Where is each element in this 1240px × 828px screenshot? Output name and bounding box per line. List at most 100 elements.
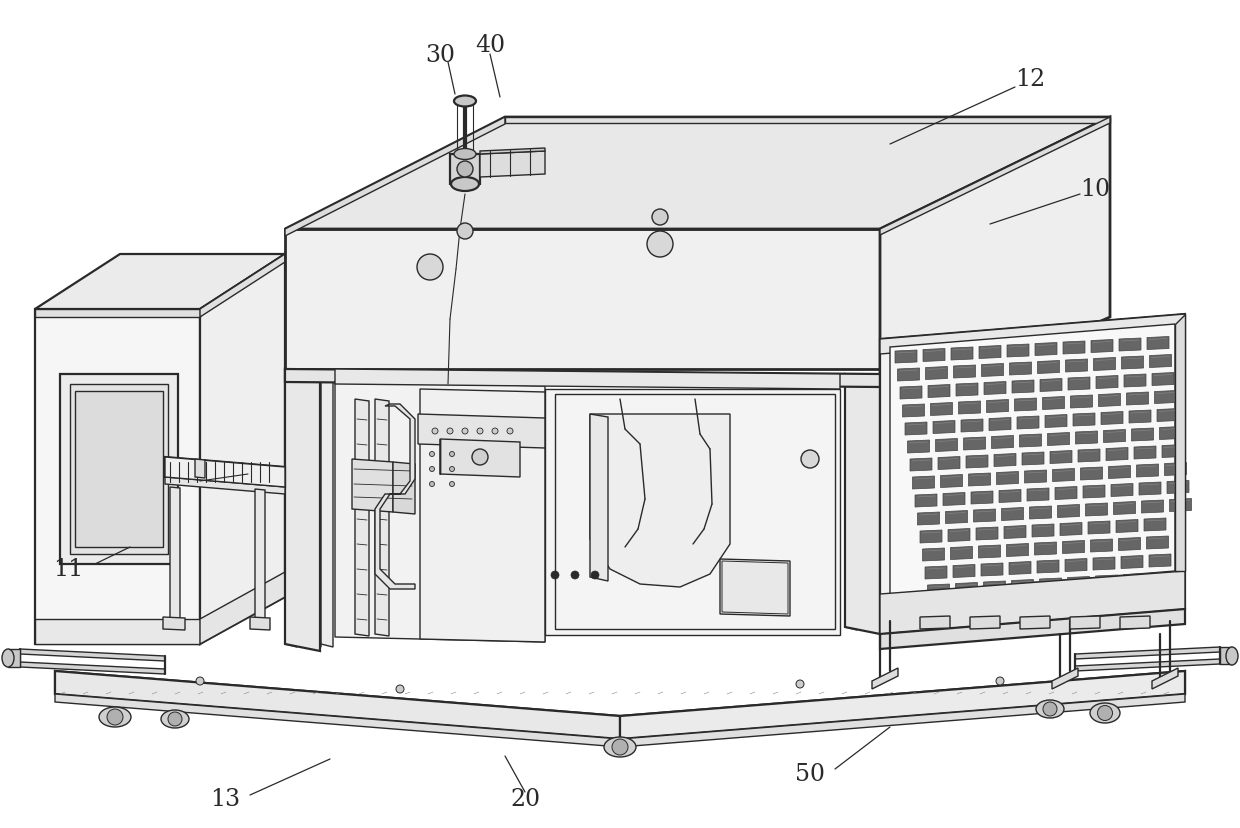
Polygon shape xyxy=(1152,373,1174,386)
Polygon shape xyxy=(1065,559,1087,572)
Polygon shape xyxy=(285,118,505,237)
Polygon shape xyxy=(1068,577,1090,590)
Polygon shape xyxy=(335,369,839,389)
Polygon shape xyxy=(940,475,962,488)
Polygon shape xyxy=(1052,668,1078,689)
Polygon shape xyxy=(55,694,620,747)
Circle shape xyxy=(446,428,453,435)
Polygon shape xyxy=(1019,435,1042,447)
Polygon shape xyxy=(1009,363,1032,376)
Polygon shape xyxy=(1109,466,1131,479)
Polygon shape xyxy=(900,387,923,400)
Polygon shape xyxy=(1075,659,1220,672)
Polygon shape xyxy=(55,672,1185,739)
Polygon shape xyxy=(1070,616,1100,629)
Polygon shape xyxy=(1004,526,1025,539)
Circle shape xyxy=(458,161,472,178)
Circle shape xyxy=(396,686,404,693)
Polygon shape xyxy=(973,509,996,522)
Polygon shape xyxy=(1087,522,1110,534)
Polygon shape xyxy=(880,374,893,630)
Polygon shape xyxy=(1167,481,1189,494)
Polygon shape xyxy=(1002,508,1023,521)
Polygon shape xyxy=(1118,538,1141,551)
Polygon shape xyxy=(590,415,730,587)
Polygon shape xyxy=(963,437,986,450)
Polygon shape xyxy=(1035,343,1056,356)
Polygon shape xyxy=(1060,522,1083,536)
Text: 10: 10 xyxy=(1080,178,1110,201)
Polygon shape xyxy=(954,565,975,578)
Polygon shape xyxy=(720,560,790,616)
Polygon shape xyxy=(992,436,1013,449)
Circle shape xyxy=(796,680,804,688)
Polygon shape xyxy=(999,490,1021,503)
Circle shape xyxy=(551,571,559,580)
Polygon shape xyxy=(1037,561,1059,573)
Polygon shape xyxy=(1078,450,1100,463)
Polygon shape xyxy=(980,346,1001,359)
Polygon shape xyxy=(956,383,978,397)
Polygon shape xyxy=(1094,358,1116,371)
Polygon shape xyxy=(1169,499,1192,512)
Polygon shape xyxy=(170,488,180,620)
Circle shape xyxy=(450,467,455,472)
Polygon shape xyxy=(872,668,898,689)
Polygon shape xyxy=(285,369,320,651)
Polygon shape xyxy=(966,455,988,469)
Polygon shape xyxy=(1017,416,1039,430)
Polygon shape xyxy=(321,369,334,647)
Circle shape xyxy=(107,709,123,725)
Polygon shape xyxy=(910,459,932,471)
Polygon shape xyxy=(162,617,185,630)
Polygon shape xyxy=(1159,427,1182,440)
Polygon shape xyxy=(200,255,285,318)
Polygon shape xyxy=(905,422,928,436)
Polygon shape xyxy=(393,463,415,514)
Polygon shape xyxy=(880,571,1185,634)
Polygon shape xyxy=(285,369,298,647)
Circle shape xyxy=(652,209,668,226)
Circle shape xyxy=(1097,705,1112,720)
Circle shape xyxy=(458,224,472,240)
Polygon shape xyxy=(1152,572,1173,585)
Circle shape xyxy=(647,232,673,258)
Polygon shape xyxy=(976,527,998,541)
Text: 50: 50 xyxy=(795,763,825,786)
Polygon shape xyxy=(35,310,200,644)
Polygon shape xyxy=(374,405,415,590)
Polygon shape xyxy=(440,440,520,478)
Polygon shape xyxy=(985,382,1006,395)
Circle shape xyxy=(432,428,438,435)
Polygon shape xyxy=(165,457,285,488)
Polygon shape xyxy=(903,405,925,417)
Polygon shape xyxy=(951,546,972,560)
Polygon shape xyxy=(590,415,608,581)
Polygon shape xyxy=(480,152,546,178)
Polygon shape xyxy=(970,616,999,629)
Polygon shape xyxy=(1007,544,1028,556)
Polygon shape xyxy=(620,672,1185,739)
Polygon shape xyxy=(880,609,1185,649)
Polygon shape xyxy=(1048,433,1069,446)
Polygon shape xyxy=(1104,430,1126,443)
Polygon shape xyxy=(1029,507,1052,519)
Polygon shape xyxy=(1022,452,1044,465)
Polygon shape xyxy=(1012,580,1033,593)
Polygon shape xyxy=(418,415,546,449)
Polygon shape xyxy=(309,369,321,647)
Polygon shape xyxy=(1012,381,1034,393)
Polygon shape xyxy=(255,489,265,620)
Polygon shape xyxy=(1176,315,1185,571)
Polygon shape xyxy=(1038,361,1059,374)
Polygon shape xyxy=(923,349,945,362)
Polygon shape xyxy=(1145,518,1166,532)
Polygon shape xyxy=(1092,557,1115,570)
Polygon shape xyxy=(1075,647,1220,659)
Polygon shape xyxy=(920,616,950,629)
Polygon shape xyxy=(285,229,880,369)
Polygon shape xyxy=(1123,374,1146,388)
Ellipse shape xyxy=(604,737,636,757)
Circle shape xyxy=(591,571,599,580)
Polygon shape xyxy=(1070,396,1092,408)
